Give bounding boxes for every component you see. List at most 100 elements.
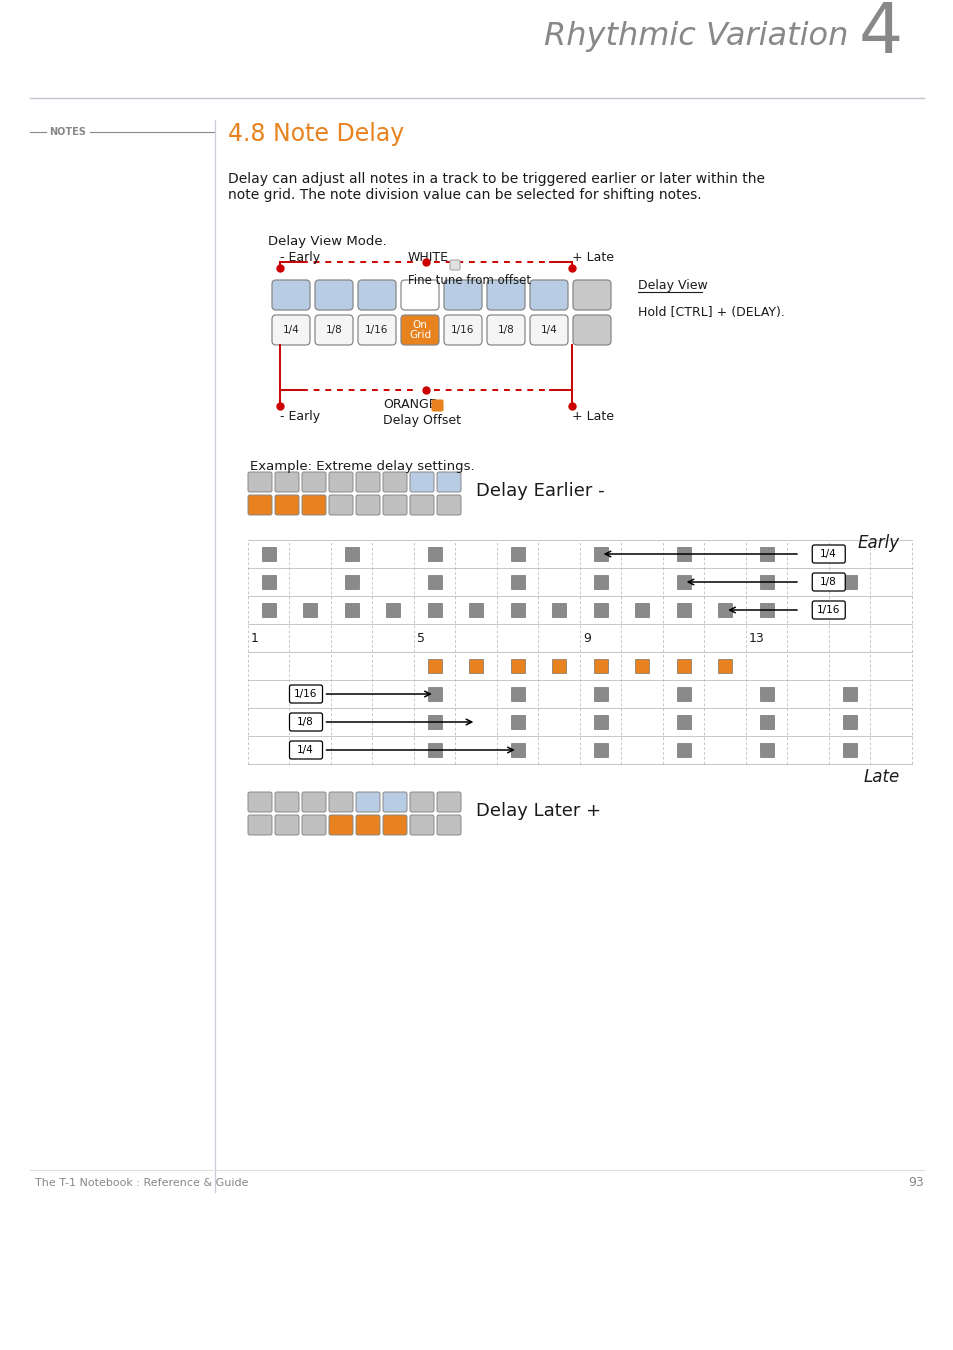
- Text: Rhythmic Variation: Rhythmic Variation: [543, 22, 847, 53]
- Bar: [510, 716, 524, 729]
- Text: Hold [CTRL] + (DELAY).: Hold [CTRL] + (DELAY).: [638, 306, 784, 319]
- Bar: [841, 716, 856, 729]
- Text: 13: 13: [748, 632, 764, 644]
- Bar: [676, 603, 690, 617]
- Bar: [676, 659, 690, 674]
- Bar: [676, 743, 690, 757]
- Bar: [593, 743, 607, 757]
- Bar: [841, 575, 856, 589]
- Bar: [635, 603, 649, 617]
- Text: 1/16: 1/16: [816, 605, 839, 616]
- FancyBboxPatch shape: [573, 315, 610, 346]
- Text: Early: Early: [857, 535, 899, 552]
- FancyBboxPatch shape: [410, 815, 434, 836]
- Text: 1/8: 1/8: [296, 717, 314, 728]
- Bar: [718, 603, 732, 617]
- FancyBboxPatch shape: [436, 792, 460, 811]
- Bar: [635, 659, 649, 674]
- Bar: [261, 575, 275, 589]
- FancyBboxPatch shape: [314, 279, 353, 310]
- Bar: [510, 659, 524, 674]
- Text: 1/16: 1/16: [365, 325, 388, 335]
- Text: On
Grid: On Grid: [409, 320, 431, 340]
- Text: 1/8: 1/8: [497, 325, 514, 335]
- Bar: [469, 659, 483, 674]
- Text: - Early: - Early: [280, 251, 320, 265]
- FancyBboxPatch shape: [530, 315, 567, 346]
- FancyBboxPatch shape: [443, 279, 481, 310]
- Bar: [510, 603, 524, 617]
- Bar: [427, 687, 441, 701]
- FancyBboxPatch shape: [530, 279, 567, 310]
- Bar: [552, 659, 566, 674]
- Text: ORANGE: ORANGE: [382, 397, 436, 410]
- FancyBboxPatch shape: [382, 815, 407, 836]
- Text: 1/16: 1/16: [451, 325, 475, 335]
- Text: 1/4: 1/4: [540, 325, 557, 335]
- Text: NOTES: NOTES: [50, 127, 87, 136]
- FancyBboxPatch shape: [811, 572, 844, 591]
- FancyBboxPatch shape: [410, 792, 434, 811]
- Bar: [593, 603, 607, 617]
- FancyBboxPatch shape: [302, 792, 326, 811]
- Text: Example: Extreme delay settings.: Example: Extreme delay settings.: [250, 460, 475, 472]
- FancyBboxPatch shape: [410, 472, 434, 491]
- Bar: [427, 716, 441, 729]
- FancyBboxPatch shape: [486, 279, 524, 310]
- FancyBboxPatch shape: [450, 261, 459, 270]
- FancyBboxPatch shape: [272, 315, 310, 346]
- FancyBboxPatch shape: [289, 713, 322, 730]
- FancyBboxPatch shape: [811, 601, 844, 620]
- FancyBboxPatch shape: [355, 472, 379, 491]
- Bar: [759, 547, 773, 562]
- Text: + Late: + Late: [572, 410, 614, 423]
- FancyBboxPatch shape: [436, 495, 460, 514]
- Text: 5: 5: [416, 632, 424, 644]
- Bar: [759, 575, 773, 589]
- Text: The T-1 Notebook : Reference & Guide: The T-1 Notebook : Reference & Guide: [35, 1179, 248, 1188]
- Text: WHITE: WHITE: [408, 251, 449, 265]
- Bar: [427, 603, 441, 617]
- FancyBboxPatch shape: [289, 684, 322, 703]
- FancyBboxPatch shape: [432, 400, 442, 410]
- FancyBboxPatch shape: [272, 279, 310, 310]
- Bar: [841, 687, 856, 701]
- Bar: [469, 603, 483, 617]
- Bar: [427, 743, 441, 757]
- Text: 1/4: 1/4: [296, 745, 314, 755]
- FancyBboxPatch shape: [486, 315, 524, 346]
- FancyBboxPatch shape: [355, 495, 379, 514]
- Bar: [676, 575, 690, 589]
- Bar: [593, 575, 607, 589]
- Text: Delay Earlier -: Delay Earlier -: [476, 482, 604, 500]
- FancyBboxPatch shape: [289, 741, 322, 759]
- FancyBboxPatch shape: [357, 315, 395, 346]
- FancyBboxPatch shape: [274, 472, 298, 491]
- Bar: [303, 603, 317, 617]
- Bar: [510, 687, 524, 701]
- FancyBboxPatch shape: [274, 815, 298, 836]
- Bar: [261, 547, 275, 562]
- Bar: [344, 603, 358, 617]
- FancyBboxPatch shape: [274, 495, 298, 514]
- FancyBboxPatch shape: [400, 279, 438, 310]
- Bar: [718, 659, 732, 674]
- FancyBboxPatch shape: [274, 792, 298, 811]
- Bar: [427, 547, 441, 562]
- Bar: [552, 603, 566, 617]
- Bar: [759, 743, 773, 757]
- Bar: [510, 743, 524, 757]
- Text: 1: 1: [251, 632, 258, 644]
- Text: Delay View: Delay View: [638, 279, 707, 292]
- Bar: [841, 743, 856, 757]
- FancyBboxPatch shape: [302, 495, 326, 514]
- FancyBboxPatch shape: [329, 495, 353, 514]
- Bar: [427, 659, 441, 674]
- Text: 93: 93: [907, 1176, 923, 1189]
- Text: 1/8: 1/8: [819, 576, 836, 587]
- Bar: [759, 716, 773, 729]
- Bar: [676, 687, 690, 701]
- Text: Late: Late: [862, 768, 899, 786]
- Text: Delay Offset: Delay Offset: [382, 414, 460, 427]
- FancyBboxPatch shape: [314, 315, 353, 346]
